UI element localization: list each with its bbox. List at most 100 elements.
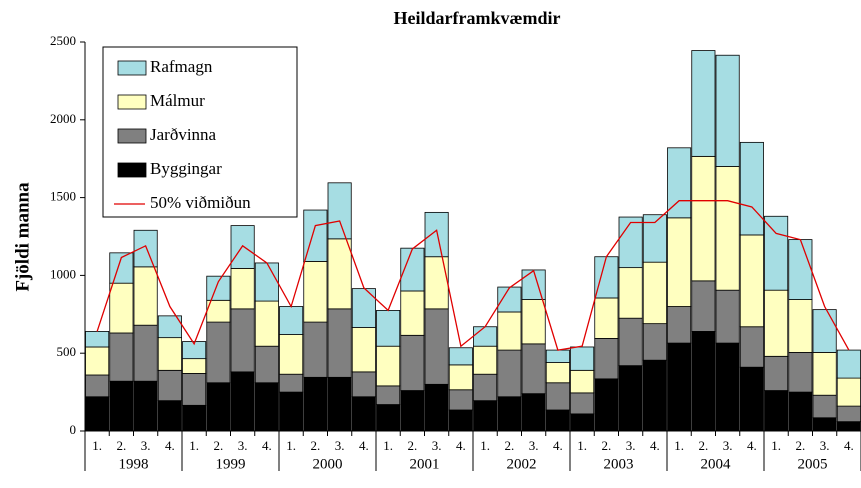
bar-segment [109, 332, 134, 382]
y-tick-label: 2500 [50, 33, 76, 48]
x-tick-label: 1. [189, 438, 199, 453]
x-tick-label: 1. [286, 438, 296, 453]
bar-segment [327, 238, 352, 310]
x-tick-label: 2. [117, 438, 127, 453]
x-tick-label: 3. [529, 438, 539, 453]
bar-segment [133, 229, 158, 268]
bar-segment [376, 345, 401, 387]
bar-segment [303, 209, 328, 262]
bar-segment [303, 321, 328, 378]
bar-segment [812, 309, 837, 353]
x-tick-label: 1. [480, 438, 490, 453]
bar-segment [279, 373, 304, 393]
x-tick-label: 3. [335, 438, 345, 453]
bar-segment [473, 326, 498, 347]
x-tick-label: 4. [359, 438, 369, 453]
x-tick-label: 3. [723, 438, 733, 453]
bar-segment [473, 400, 498, 432]
bar-segment [206, 275, 231, 301]
bar-segment [667, 342, 692, 432]
bar-segment [376, 404, 401, 432]
bar-segment [618, 365, 643, 432]
x-tick-label: 1. [92, 438, 102, 453]
y-tick-label: 500 [57, 344, 77, 359]
x-tick-label: 3. [820, 438, 830, 453]
bar-segment [715, 289, 740, 344]
bar-segment [497, 286, 522, 313]
bar-segment [715, 342, 740, 432]
bar-segment [788, 239, 813, 300]
bar-segment [764, 289, 789, 357]
legend-label: Byggingar [150, 159, 222, 178]
x-tick-label: 4. [165, 438, 175, 453]
bar-segment [691, 50, 716, 157]
x-tick-label: 2. [311, 438, 321, 453]
x-tick-label: 3. [626, 438, 636, 453]
bar-segment [351, 327, 376, 373]
x-tick-label: 4. [747, 438, 757, 453]
bar-segment [788, 391, 813, 432]
bar-segment [618, 216, 643, 269]
bar-segment [545, 409, 570, 432]
y-tick-label: 1000 [50, 266, 76, 281]
bar-segment [545, 382, 570, 411]
bar-segment [206, 321, 231, 384]
bar-segment [739, 366, 764, 432]
legend-swatch [117, 128, 147, 144]
bar-segment [570, 346, 595, 371]
bar-segment [109, 380, 134, 432]
x-tick-label: 2. [602, 438, 612, 453]
bar-segment [739, 141, 764, 236]
bar-segment [182, 341, 207, 360]
bar-segment [85, 331, 110, 348]
bar-segment [448, 364, 473, 391]
bar-segment [642, 214, 667, 263]
x-tick-label: 1. [771, 438, 781, 453]
bar-segment [254, 300, 279, 347]
bar-segment [788, 352, 813, 393]
bar-segment [448, 347, 473, 366]
x-tick-label: 1. [674, 438, 684, 453]
bar-segment [400, 334, 425, 391]
x-tick-label: 4. [650, 438, 660, 453]
bar-segment [570, 369, 595, 394]
bar-segment [618, 317, 643, 367]
bar-segment [85, 374, 110, 398]
bar-segment [691, 331, 716, 432]
x-tick-label: 1. [577, 438, 587, 453]
bar-segment [133, 266, 158, 326]
x-tick-label: 2. [505, 438, 515, 453]
y-tick-label: 0 [70, 422, 77, 437]
bar-segment [836, 349, 861, 379]
x-tick-label: 2. [408, 438, 418, 453]
bar-segment [764, 355, 789, 391]
bar-segment [182, 404, 207, 432]
bar-segment [157, 315, 182, 339]
bar-segment [642, 261, 667, 325]
bar-segment [448, 409, 473, 432]
bar-segment [157, 400, 182, 432]
bar-segment [521, 269, 546, 300]
reference-line [96, 200, 850, 351]
bar-segment [448, 389, 473, 411]
bar-segment [691, 280, 716, 332]
bar-segment [327, 376, 352, 432]
bar-segment [570, 413, 595, 432]
bar-segment [376, 310, 401, 347]
y-axis-label: Fjöldi manna [12, 182, 33, 292]
legend-label: 50% viðmiðun [150, 193, 251, 212]
x-tick-label: 2. [699, 438, 709, 453]
bar-segment [400, 290, 425, 336]
group-label: 2001 [410, 456, 440, 472]
bar-segment [521, 343, 546, 395]
bar-segment [279, 391, 304, 432]
x-tick-label: 1. [383, 438, 393, 453]
y-tick-label: 1500 [50, 189, 76, 204]
bar-segment [254, 262, 279, 302]
bar-segment [715, 54, 740, 167]
bar-segment [764, 215, 789, 291]
bar-segment [545, 349, 570, 363]
bar-segment [424, 211, 449, 258]
group-label: 2002 [507, 456, 537, 472]
group-label: 2005 [798, 456, 828, 472]
